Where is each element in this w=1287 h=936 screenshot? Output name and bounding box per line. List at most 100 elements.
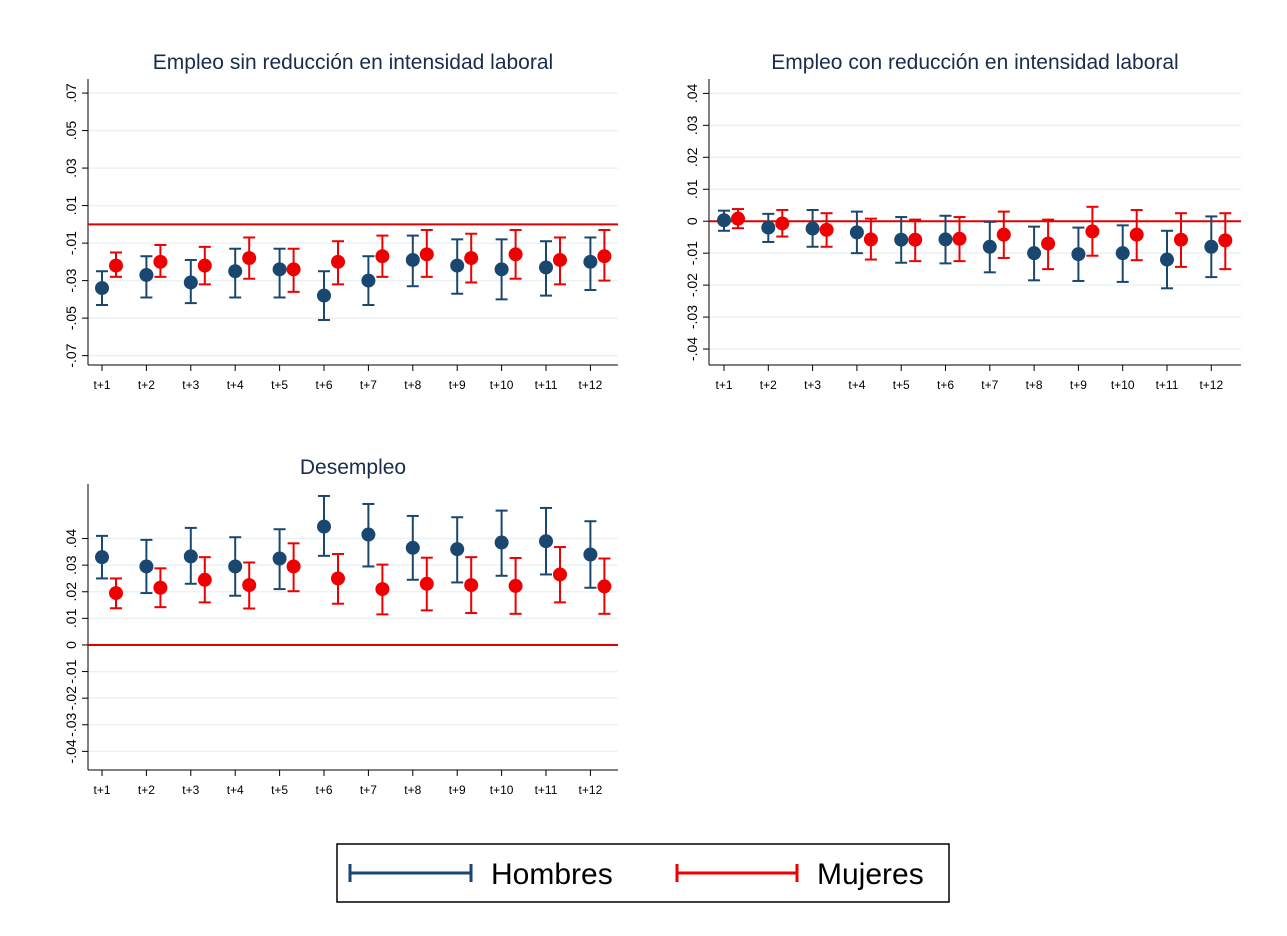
point-hombres bbox=[1160, 252, 1174, 267]
y-tick-label: .01 bbox=[63, 608, 79, 628]
point-hombres bbox=[761, 220, 776, 235]
point-hombres bbox=[183, 549, 198, 564]
y-tick-label: -.02 bbox=[63, 686, 79, 710]
point-mujeres bbox=[553, 567, 567, 582]
y-tick-label: .02 bbox=[63, 582, 79, 602]
panel-title: Desempleo bbox=[300, 456, 406, 479]
x-tick-label: t+10 bbox=[1111, 378, 1135, 392]
point-mujeres bbox=[286, 559, 301, 574]
point-hombres bbox=[494, 535, 509, 550]
point-hombres bbox=[228, 559, 243, 574]
point-hombres bbox=[583, 547, 598, 562]
y-tick-label: .02 bbox=[684, 147, 700, 167]
y-tick-label: .03 bbox=[63, 555, 79, 575]
x-tick-label: t+5 bbox=[271, 783, 288, 797]
y-tick-label: -.05 bbox=[63, 306, 79, 330]
point-hombres bbox=[894, 232, 909, 247]
point-mujeres bbox=[1218, 233, 1233, 248]
point-hombres bbox=[317, 519, 331, 534]
x-tick-label: t+2 bbox=[138, 378, 155, 392]
point-mujeres bbox=[863, 232, 878, 247]
point-mujeres bbox=[109, 258, 123, 273]
x-tick-label: t+9 bbox=[449, 783, 466, 797]
point-mujeres bbox=[153, 580, 168, 595]
point-hombres bbox=[1027, 246, 1042, 261]
y-tick-label: .03 bbox=[63, 158, 79, 178]
legend-label-mujeres: Mujeres bbox=[817, 858, 924, 891]
point-mujeres bbox=[197, 258, 212, 273]
x-tick-label: t+9 bbox=[1070, 378, 1087, 392]
y-tick-label: -.03 bbox=[63, 268, 79, 292]
point-mujeres bbox=[1129, 227, 1144, 242]
point-hombres bbox=[139, 559, 154, 574]
panel-desempleo: Desempleo -.04 -.03 -.02 -.01 0 .01 .02 .03 .04 t+… bbox=[63, 456, 618, 797]
point-hombres bbox=[95, 281, 109, 296]
point-hombres bbox=[405, 252, 420, 267]
x-tick-label: t+5 bbox=[271, 378, 288, 392]
x-tick-label: t+11 bbox=[535, 783, 558, 797]
point-hombres bbox=[539, 260, 553, 275]
x-tick-label: t+7 bbox=[360, 783, 377, 797]
x-tick-label: t+11 bbox=[1156, 378, 1179, 392]
y-tick-label: -.02 bbox=[684, 273, 700, 297]
y-tick-label: -.04 bbox=[684, 337, 700, 361]
x-tick-label: t+4 bbox=[227, 783, 244, 797]
point-hombres bbox=[717, 213, 731, 228]
point-mujeres bbox=[464, 251, 479, 266]
point-mujeres bbox=[197, 572, 212, 587]
point-mujeres bbox=[419, 576, 434, 591]
point-mujeres bbox=[464, 578, 479, 593]
x-tick-label: t+2 bbox=[760, 378, 777, 392]
point-mujeres bbox=[242, 578, 257, 593]
point-hombres bbox=[1071, 247, 1086, 262]
x-tick-label: t+9 bbox=[449, 378, 466, 392]
point-hombres bbox=[228, 264, 243, 279]
point-hombres bbox=[494, 262, 509, 277]
point-mujeres bbox=[996, 227, 1011, 242]
point-hombres bbox=[272, 551, 287, 566]
point-mujeres bbox=[375, 249, 390, 264]
panel-empleo-con-reduccion: Empleo con reducción en intensidad labor… bbox=[684, 51, 1241, 392]
y-tick-label: .01 bbox=[684, 179, 700, 199]
legend: Hombres Mujeres bbox=[336, 843, 950, 903]
point-hombres bbox=[361, 527, 376, 542]
point-hombres bbox=[139, 267, 154, 282]
point-mujeres bbox=[1041, 236, 1056, 251]
point-hombres bbox=[583, 254, 598, 269]
panel-title: Empleo sin reducción en intensidad labor… bbox=[153, 51, 553, 74]
x-tick-label: t+3 bbox=[182, 783, 199, 797]
point-hombres bbox=[938, 232, 953, 247]
point-hombres bbox=[1115, 246, 1130, 261]
legend-item-hombres: Hombres bbox=[348, 858, 613, 891]
point-mujeres bbox=[819, 222, 834, 237]
point-hombres bbox=[183, 275, 198, 290]
y-tick-label: -.07 bbox=[63, 343, 79, 367]
point-mujeres bbox=[508, 578, 523, 593]
y-tick-label: -.03 bbox=[63, 712, 79, 736]
point-mujeres bbox=[553, 252, 567, 267]
x-tick-label: t+4 bbox=[227, 378, 244, 392]
x-tick-label: t+1 bbox=[93, 378, 110, 392]
point-hombres bbox=[361, 273, 376, 288]
point-mujeres bbox=[1174, 232, 1188, 247]
legend-label-hombres: Hombres bbox=[491, 858, 613, 891]
point-hombres bbox=[982, 239, 997, 254]
point-hombres bbox=[805, 221, 820, 236]
y-tick-label: .05 bbox=[63, 121, 79, 141]
point-mujeres bbox=[597, 249, 612, 264]
legend-item-mujeres: Mujeres bbox=[675, 858, 924, 891]
point-mujeres bbox=[1085, 224, 1100, 239]
point-hombres bbox=[405, 540, 420, 555]
x-tick-label: t+10 bbox=[490, 783, 514, 797]
x-tick-label: t+12 bbox=[579, 378, 603, 392]
y-tick-label: .01 bbox=[63, 196, 79, 216]
point-mujeres bbox=[508, 247, 523, 262]
x-tick-label: t+6 bbox=[315, 783, 332, 797]
x-tick-label: t+8 bbox=[404, 783, 421, 797]
y-tick-label: -.03 bbox=[684, 305, 700, 329]
y-tick-label: -.04 bbox=[63, 739, 79, 763]
x-tick-label: t+2 bbox=[138, 783, 155, 797]
y-tick-label: -.01 bbox=[63, 231, 79, 255]
point-mujeres bbox=[419, 247, 434, 262]
panel-empleo-sin-reduccion: Empleo sin reducción en intensidad labor… bbox=[63, 51, 618, 392]
